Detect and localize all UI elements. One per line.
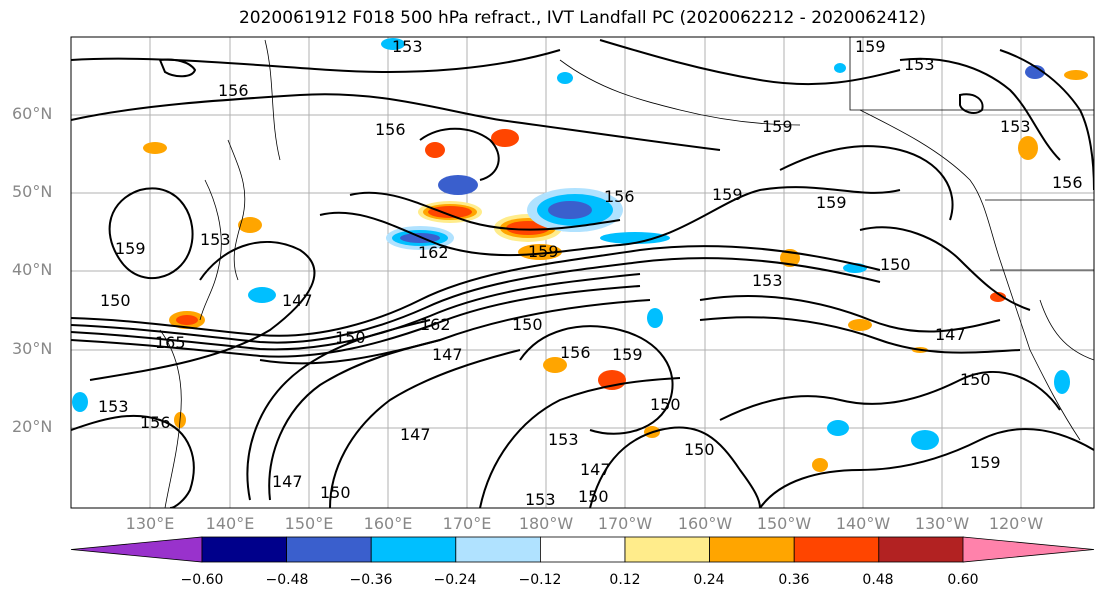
contour-label: 159 — [612, 345, 643, 364]
colorbar-segment — [286, 536, 372, 563]
contour-label: 159 — [970, 453, 1001, 472]
colorbar-tick-label: 0.24 — [693, 572, 725, 588]
contour-label: 159 — [855, 37, 886, 56]
lat-label: 40°N — [12, 260, 53, 279]
colorbar-segment — [793, 536, 880, 563]
contour-label: 165 — [155, 333, 186, 352]
contour-label: 150 — [960, 370, 991, 389]
colorbar-tick-label: −0.12 — [518, 572, 562, 588]
colorbar — [70, 536, 1095, 563]
contour-label: 150 — [100, 291, 131, 310]
contour-label: 156 — [1052, 173, 1083, 192]
contour-label: 159 — [816, 193, 847, 212]
lon-label: 170°W — [597, 514, 653, 533]
map-frame — [70, 36, 1095, 509]
map-area: 153 156 159 153 156 159 159 156 159 150 … — [71, 37, 1094, 509]
colorbar-segment — [540, 536, 626, 563]
contour-label: 153 — [752, 271, 783, 290]
contour-label: 147 — [400, 425, 431, 444]
colorbar-segment — [709, 536, 795, 563]
colorbar-segment — [624, 536, 710, 563]
contour-label: 147 — [282, 291, 313, 310]
contour-label: 150 — [880, 255, 911, 274]
contour-label: 153 — [548, 430, 579, 449]
contour-label: 159 — [528, 242, 559, 261]
coastlines — [159, 37, 1094, 508]
colorbar-tick-label: −0.48 — [265, 572, 309, 588]
contour-label: 150 — [578, 487, 609, 506]
contour-labels: 153 156 159 153 156 159 159 156 159 150 … — [98, 37, 1083, 509]
colorbar-segment — [878, 536, 964, 563]
contour-label: 159 — [762, 117, 793, 136]
colorbar-tick-label: −0.24 — [433, 572, 477, 588]
lon-label: 160°E — [363, 514, 413, 533]
contour-label: 153 — [392, 37, 423, 56]
contour-label: 150 — [650, 395, 681, 414]
lon-label: 180°W — [518, 514, 574, 533]
contour-label: 153 — [1000, 117, 1031, 136]
colorbar-tick-label: −0.36 — [349, 572, 393, 588]
lon-label: 130°W — [914, 514, 970, 533]
lon-label: 140°E — [205, 514, 255, 533]
contour-label: 159 — [115, 239, 146, 258]
lon-label: 150°E — [284, 514, 334, 533]
contour-label: 150 — [512, 315, 543, 334]
contour-label: 156 — [560, 343, 591, 362]
colorbar-tick-label: 0.60 — [947, 572, 979, 588]
lon-label: 150°W — [756, 514, 812, 533]
contour-label: 153 — [200, 230, 231, 249]
lat-label: 30°N — [12, 339, 53, 358]
lat-label: 50°N — [12, 182, 53, 201]
contour-label: 150 — [684, 440, 715, 459]
colorbar-tick-label: −0.60 — [180, 572, 224, 588]
contour-label: 153 — [525, 490, 556, 509]
contour-label: 147 — [432, 345, 463, 364]
lon-label: 160°W — [677, 514, 733, 533]
colorbar-segment — [370, 536, 457, 563]
colorbar-tick-label: 0.12 — [609, 572, 641, 588]
colorbar-segment — [201, 536, 287, 563]
contour-label: 156 — [604, 187, 635, 206]
lon-label: 170°E — [442, 514, 492, 533]
anomaly-shading — [72, 38, 1088, 472]
colorbar-tick-label: 0.48 — [862, 572, 894, 588]
lon-label: 140°W — [835, 514, 891, 533]
map-title: 2020061912 F018 500 hPa refract., IVT La… — [238, 8, 926, 28]
lon-label: 130°E — [125, 514, 175, 533]
contours — [71, 39, 1094, 508]
colorbar-segment — [455, 536, 541, 563]
contour-label: 156 — [375, 120, 406, 139]
contour-label: 153 — [904, 55, 935, 74]
contour-label: 147 — [272, 472, 303, 491]
contour-label: 156 — [218, 81, 249, 100]
contour-label: 153 — [98, 397, 129, 416]
contour-label: 147 — [935, 325, 966, 344]
contour-label: 159 — [712, 185, 743, 204]
contour-label: 162 — [420, 315, 451, 334]
lon-label: 120°W — [988, 514, 1044, 533]
colorbar-tick-label: 0.36 — [778, 572, 810, 588]
contour-label: 156 — [140, 413, 171, 432]
contour-label: 150 — [335, 328, 366, 347]
colorbar-segment — [70, 536, 203, 563]
contour-label: 150 — [320, 483, 351, 502]
lat-label: 60°N — [12, 104, 53, 123]
contour-label: 147 — [580, 460, 611, 479]
lat-label: 20°N — [12, 417, 53, 436]
colorbar-segment — [962, 536, 1095, 563]
contour-label: 162 — [418, 243, 449, 262]
